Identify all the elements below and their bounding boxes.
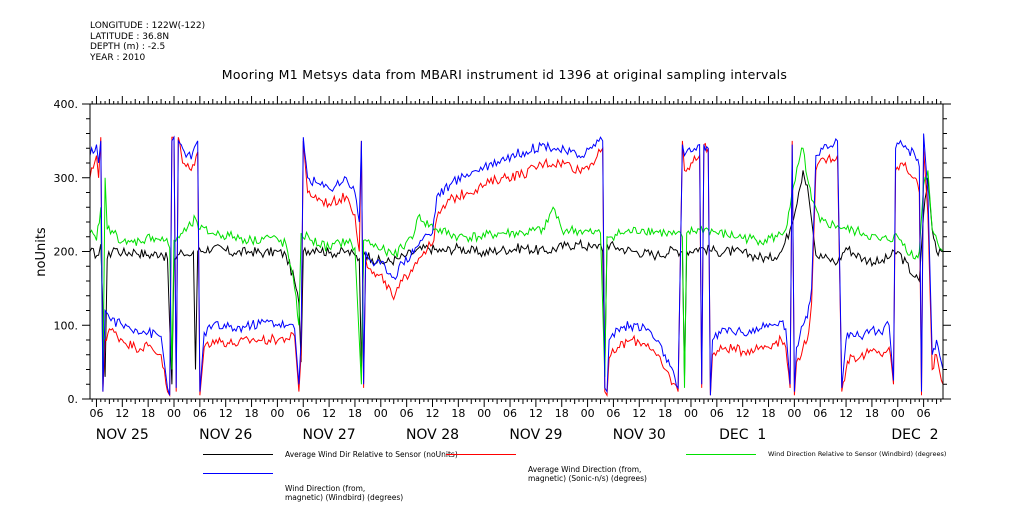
legend-swatch-2 xyxy=(446,454,516,455)
x-tick-label: 18 xyxy=(348,407,362,420)
x-tick-label: 06 xyxy=(193,407,207,420)
x-day-label: NOV 30 xyxy=(613,427,666,443)
x-tick-label: 00 xyxy=(374,407,388,420)
latitude-text: LATITUDE : 36.8N xyxy=(90,31,170,42)
series-line-3 xyxy=(89,147,944,388)
x-tick-label: 18 xyxy=(141,407,155,420)
legend-label-1: Average Wind Dir Relative to Sensor (noU… xyxy=(285,450,458,459)
chart-title: Mooring M1 Metsys data from MBARI instru… xyxy=(221,67,788,82)
y-tick-label: 100. xyxy=(54,319,79,332)
series-line-2 xyxy=(89,136,944,398)
x-day-label: NOV 28 xyxy=(406,427,459,443)
x-tick-label: 06 xyxy=(917,407,931,420)
x-tick-label: 00 xyxy=(477,407,491,420)
x-tick-label: 12 xyxy=(115,407,129,420)
x-tick-label: 18 xyxy=(762,407,776,420)
legend-swatch-4 xyxy=(203,473,273,474)
x-tick-label: 00 xyxy=(684,407,698,420)
legend-item-4: Wind Direction (from, magnetic) (Windbir… xyxy=(203,466,465,511)
x-tick-label: 12 xyxy=(425,407,439,420)
legend-label-4: Wind Direction (from, magnetic) (Windbir… xyxy=(285,484,404,502)
legend-label-3: Wind Direction Relative to Sensor (Windb… xyxy=(768,450,947,458)
x-tick-label: 06 xyxy=(503,407,517,420)
x-tick-label: 12 xyxy=(219,407,233,420)
x-tick-label: 00 xyxy=(167,407,181,420)
legend-label-2: Average Wind Direction (from, magnetic) … xyxy=(528,465,647,483)
x-tick-label: 06 xyxy=(710,407,724,420)
x-day-label: NOV 29 xyxy=(509,427,562,443)
x-tick-label: 18 xyxy=(555,407,569,420)
x-tick-label: 06 xyxy=(296,407,310,420)
series-layer xyxy=(89,133,944,398)
y-tick-label: 300. xyxy=(54,172,79,185)
legend-swatch-3 xyxy=(686,454,756,455)
x-tick-label: 00 xyxy=(787,407,801,420)
x-tick-label: 18 xyxy=(245,407,259,420)
depth-text: DEPTH (m) : -2.5 xyxy=(90,42,166,52)
x-tick-label: 18 xyxy=(658,407,672,420)
metadata-block: LONGITUDE : 122W(-122) LATITUDE : 36.8N … xyxy=(90,21,205,63)
x-tick-label: 06 xyxy=(89,407,103,420)
x-tick-label: 18 xyxy=(451,407,465,420)
series-line-4 xyxy=(89,133,944,396)
x-tick-label: 00 xyxy=(270,407,284,420)
y-tick-label: 200. xyxy=(54,246,79,259)
x-tick-label: 12 xyxy=(632,407,646,420)
y-tick-label: 400. xyxy=(54,98,79,111)
x-tick-label: 12 xyxy=(736,407,750,420)
x-day-label: NOV 27 xyxy=(303,427,356,443)
x-tick-label: 12 xyxy=(529,407,543,420)
x-tick-label: 00 xyxy=(891,407,905,420)
x-tick-label: 12 xyxy=(322,407,336,420)
legend-item-1: Average Wind Dir Relative to Sensor (noU… xyxy=(203,450,500,459)
x-tick-label: 18 xyxy=(865,407,879,420)
x-tick-label: 12 xyxy=(839,407,853,420)
y-axis-label: noUnits xyxy=(34,227,49,277)
longitude-text: LONGITUDE : 122W(-122) xyxy=(90,21,206,31)
year-text: YEAR : 2010 xyxy=(90,52,146,63)
legend-item-3: Wind Direction Relative to Sensor (Windb… xyxy=(686,450,998,459)
x-tick-label: 06 xyxy=(813,407,827,420)
x-day-label: DEC 1 xyxy=(719,427,766,443)
legend-item-2: Average Wind Direction (from, magnetic) … xyxy=(446,447,688,492)
legend-swatch-1 xyxy=(203,454,273,455)
y-tick-label: 0. xyxy=(68,393,79,406)
axes-layer: 0. 100. 200. 300. 400. 06 12 18 00 06 12 18 00 06 12 18… xyxy=(54,96,951,443)
x-day-label: NOV 26 xyxy=(199,427,252,443)
x-tick-label: 00 xyxy=(581,407,595,420)
x-day-label: DEC 2 xyxy=(891,427,938,443)
x-day-label: NOV 25 xyxy=(96,427,149,443)
x-tick-label: 06 xyxy=(400,407,414,420)
x-tick-label: 06 xyxy=(606,407,620,420)
